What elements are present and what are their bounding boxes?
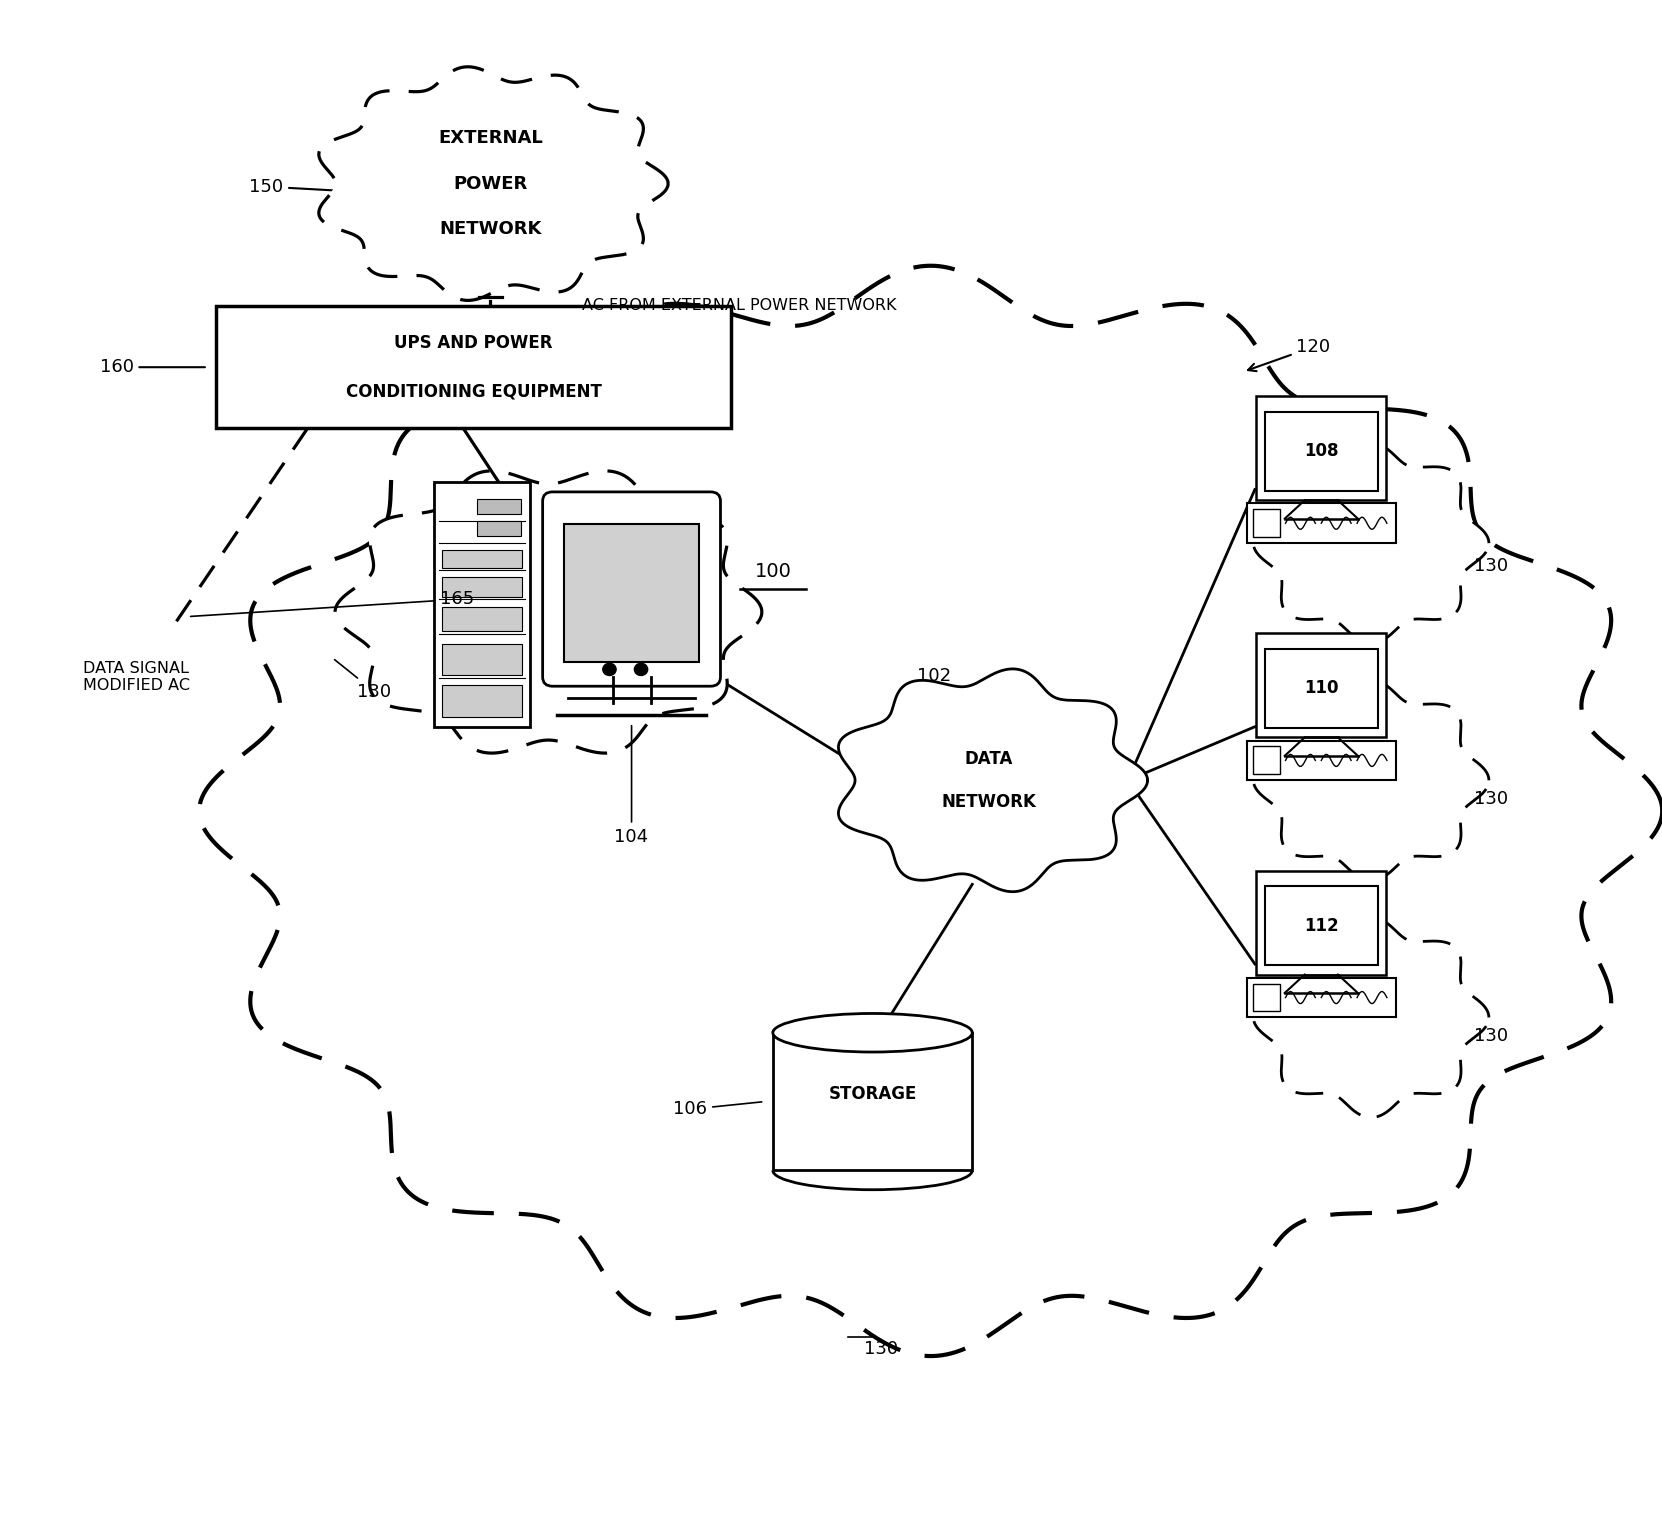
Polygon shape [199, 266, 1662, 1356]
Polygon shape [1253, 444, 1489, 643]
Text: 160: 160 [100, 358, 204, 376]
Bar [1253, 509, 1280, 537]
Bar [773, 1033, 972, 1170]
Text: 130: 130 [1474, 557, 1507, 575]
Polygon shape [336, 471, 761, 753]
Polygon shape [1253, 918, 1489, 1117]
Text: 112: 112 [1305, 916, 1338, 935]
Text: CONDITIONING EQUIPMENT: CONDITIONING EQUIPMENT [346, 382, 602, 401]
Bar [565, 525, 700, 662]
Text: 106: 106 [673, 1100, 761, 1118]
Polygon shape [1253, 681, 1489, 880]
Circle shape [635, 664, 648, 676]
Ellipse shape [773, 1013, 972, 1053]
Bar [442, 644, 522, 675]
Text: 110: 110 [1305, 679, 1338, 698]
Bar [1246, 978, 1396, 1017]
Bar [434, 482, 530, 727]
Text: DATA SIGNAL
MODIFIED AC: DATA SIGNAL MODIFIED AC [83, 661, 189, 693]
Text: 100: 100 [755, 563, 791, 581]
Text: 102: 102 [917, 667, 951, 685]
Text: 130: 130 [1474, 1027, 1507, 1045]
Text: EXTERNAL: EXTERNAL [437, 129, 543, 147]
Text: 108: 108 [1305, 442, 1338, 461]
Bar [216, 306, 731, 428]
Bar [477, 522, 520, 536]
Bar [1246, 503, 1396, 543]
Bar [477, 499, 520, 514]
Bar [1253, 747, 1280, 774]
Bar [442, 551, 522, 568]
Text: 150: 150 [249, 177, 346, 196]
Text: 104: 104 [615, 725, 648, 846]
Bar [1246, 741, 1396, 780]
Bar [442, 685, 522, 718]
Text: STORAGE: STORAGE [828, 1085, 917, 1103]
Bar [1253, 984, 1280, 1011]
Bar [442, 607, 522, 632]
Text: 130: 130 [864, 1340, 897, 1359]
Bar [1265, 649, 1378, 728]
FancyBboxPatch shape [542, 493, 721, 685]
Bar [442, 577, 522, 597]
Circle shape [603, 664, 617, 676]
Text: UPS AND POWER: UPS AND POWER [394, 334, 553, 352]
Bar [1256, 396, 1386, 500]
Text: 130: 130 [1474, 789, 1507, 808]
Bar [1265, 412, 1378, 491]
Text: NETWORK: NETWORK [439, 220, 542, 239]
Bar [1256, 871, 1386, 975]
Bar [1265, 886, 1378, 965]
Polygon shape [838, 669, 1147, 892]
Bar [1256, 633, 1386, 737]
Text: 165: 165 [191, 591, 475, 617]
Text: 130: 130 [334, 659, 392, 701]
Polygon shape [319, 67, 668, 300]
Text: DATA: DATA [964, 750, 1014, 768]
Text: AC FROM EXTERNAL POWER NETWORK: AC FROM EXTERNAL POWER NETWORK [582, 298, 896, 314]
Text: NETWORK: NETWORK [941, 793, 1037, 811]
Text: POWER: POWER [454, 174, 527, 193]
Text: 120: 120 [1248, 338, 1331, 372]
